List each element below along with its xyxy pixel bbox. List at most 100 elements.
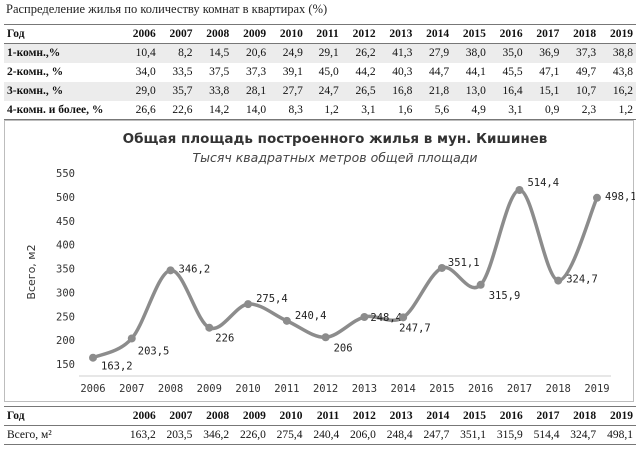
row-label: Всего, м² xyxy=(4,425,122,445)
data-point xyxy=(244,300,253,309)
table-cell: 346,2 xyxy=(195,425,233,445)
table-header-row: Год 2006 2007 2008 2009 2010 2011 2012 2013 2014 2… xyxy=(4,406,636,426)
row-label: 3-комн., % xyxy=(4,81,122,101)
data-label: 203,5 xyxy=(138,345,170,357)
row-label: 2-комн., % xyxy=(7,66,64,78)
table-cell: 33,5 xyxy=(172,66,193,78)
table-cell: 206,0 xyxy=(342,425,379,445)
y-tick-label: 350 xyxy=(56,264,75,276)
table-cell: 514,4 xyxy=(525,425,563,445)
data-label: 514,4 xyxy=(527,177,559,189)
table-cell: 27,7 xyxy=(269,81,306,101)
table-cell: 44,1 xyxy=(465,66,486,78)
year-header-cell: 2018 xyxy=(562,24,600,44)
table-cell: 16,2 xyxy=(599,81,636,101)
table-caption: Распределение жилья по количеству комнат… xyxy=(6,2,328,16)
year-header-cell: 2019 xyxy=(599,406,636,426)
year-header-cell: 2012 xyxy=(341,24,379,44)
table-cell: 247,7 xyxy=(415,425,453,445)
year-header-cell: 2008 xyxy=(195,406,233,426)
data-label: 247,7 xyxy=(399,322,431,334)
x-tick-label: 2016 xyxy=(468,383,493,395)
year-header-cell: 2017 xyxy=(525,24,563,44)
year-header-cell: 2013 xyxy=(378,406,416,426)
table-row: 1-комн.,% 10,4 8,2 14,5 20,6 24,9 29,1 26,2 41,3… xyxy=(4,43,636,63)
table-cell: 163,2 xyxy=(122,425,159,445)
x-tick-label: 2007 xyxy=(119,383,144,395)
year-header-cell: 2007 xyxy=(158,24,196,44)
table-cell: 28,1 xyxy=(232,81,270,101)
year-header-cell: 2006 xyxy=(122,24,159,44)
year-header-cell: 2019 xyxy=(599,24,636,44)
x-tick-label: 2006 xyxy=(80,383,105,395)
table-cell: 275,4 xyxy=(268,425,306,445)
table-cell: 3,1 xyxy=(341,100,379,120)
chart-panel: Общая площадь построенного жилья в мун. … xyxy=(4,120,635,402)
x-tick-label: 2015 xyxy=(429,383,454,395)
table-row: 2-комн., % 34,0 33,5 37,5 37,3 39,1 45,0 44,2 40… xyxy=(4,63,636,82)
x-tick-label: 2013 xyxy=(352,383,377,395)
table-cell: 20,6 xyxy=(232,43,270,63)
data-label: 324,7 xyxy=(566,274,598,286)
data-point xyxy=(282,316,291,325)
y-tick-label: 150 xyxy=(56,359,75,371)
data-point xyxy=(437,263,446,272)
x-tick-label: 2018 xyxy=(546,383,571,395)
table-cell: 498,1 xyxy=(599,425,636,445)
table-cell: 315,9 xyxy=(489,425,526,445)
year-header-cell: 2018 xyxy=(562,406,600,426)
table-cell: 49,7 xyxy=(576,66,597,78)
table-cell: 248,4 xyxy=(378,425,416,445)
table-cell: 2,3 xyxy=(562,100,600,120)
table-cell: 37,3 xyxy=(245,66,267,78)
table-cell: 8,2 xyxy=(158,43,196,63)
data-point xyxy=(593,193,601,202)
table-cell: 1,6 xyxy=(378,100,416,120)
data-point xyxy=(515,185,524,194)
year-header-cell: 2010 xyxy=(269,24,306,44)
x-tick-label: 2012 xyxy=(313,383,338,395)
x-tick-label: 2019 xyxy=(584,383,609,395)
table-cell: 324,7 xyxy=(562,425,600,445)
table-cell: 5,6 xyxy=(415,100,453,120)
table-cell: 45,0 xyxy=(318,66,339,78)
year-header-cell: 2006 xyxy=(122,406,159,426)
data-point xyxy=(166,266,175,275)
data-label: 351,1 xyxy=(448,257,480,269)
table-cell: 14,5 xyxy=(195,43,233,63)
year-header-cell: 2016 xyxy=(489,406,526,426)
series-line xyxy=(91,188,599,360)
data-point xyxy=(554,276,563,285)
table-cell: 44,2 xyxy=(355,66,376,78)
year-header-cell: 2012 xyxy=(342,406,379,426)
table-cell: 3,1 xyxy=(488,100,526,120)
data-point xyxy=(89,353,97,362)
table-cell: 22,6 xyxy=(158,100,196,120)
table-cell: 16,4 xyxy=(488,81,526,101)
year-header-cell: 2015 xyxy=(452,24,489,44)
table-row: Всего, м² 163,2 203,5 346,2 226,0 275,4 240,4 2… xyxy=(4,425,636,445)
table-cell: 41,3 xyxy=(378,43,416,63)
table-cell: 14,2 xyxy=(195,100,233,120)
table-cell: 39,1 xyxy=(282,66,303,78)
year-header-label: Год xyxy=(4,406,122,426)
data-label: 346,2 xyxy=(179,263,211,275)
table-row: 4-комн. и более, % 26,6 22,6 14,2 14,0 8,3 1,2… xyxy=(4,100,636,120)
x-tick-label: 2009 xyxy=(197,383,222,395)
data-label: 248,4 xyxy=(370,312,402,324)
data-label: 275,4 xyxy=(256,293,288,305)
year-header-cell: 2007 xyxy=(158,406,196,426)
y-tick-label: 250 xyxy=(56,311,75,323)
table-row: 3-комн., % 29,0 35,7 33,8 28,1 27,7 24,7 26,5 16… xyxy=(4,81,636,101)
year-header-cell: 2009 xyxy=(232,406,269,426)
x-tick-label: 2008 xyxy=(158,383,183,395)
data-label: 315,9 xyxy=(489,290,521,302)
data-point xyxy=(476,280,485,289)
data-label: 498,1 xyxy=(605,191,635,203)
row-label: 4-комн. и более, % xyxy=(4,100,122,120)
y-tick-label: 500 xyxy=(56,192,75,204)
row-label: 1-комн.,% xyxy=(4,43,122,63)
table-cell: 351,1 xyxy=(452,425,490,445)
table-cell: 26,6 xyxy=(122,100,159,120)
data-label: 240,4 xyxy=(295,310,327,322)
